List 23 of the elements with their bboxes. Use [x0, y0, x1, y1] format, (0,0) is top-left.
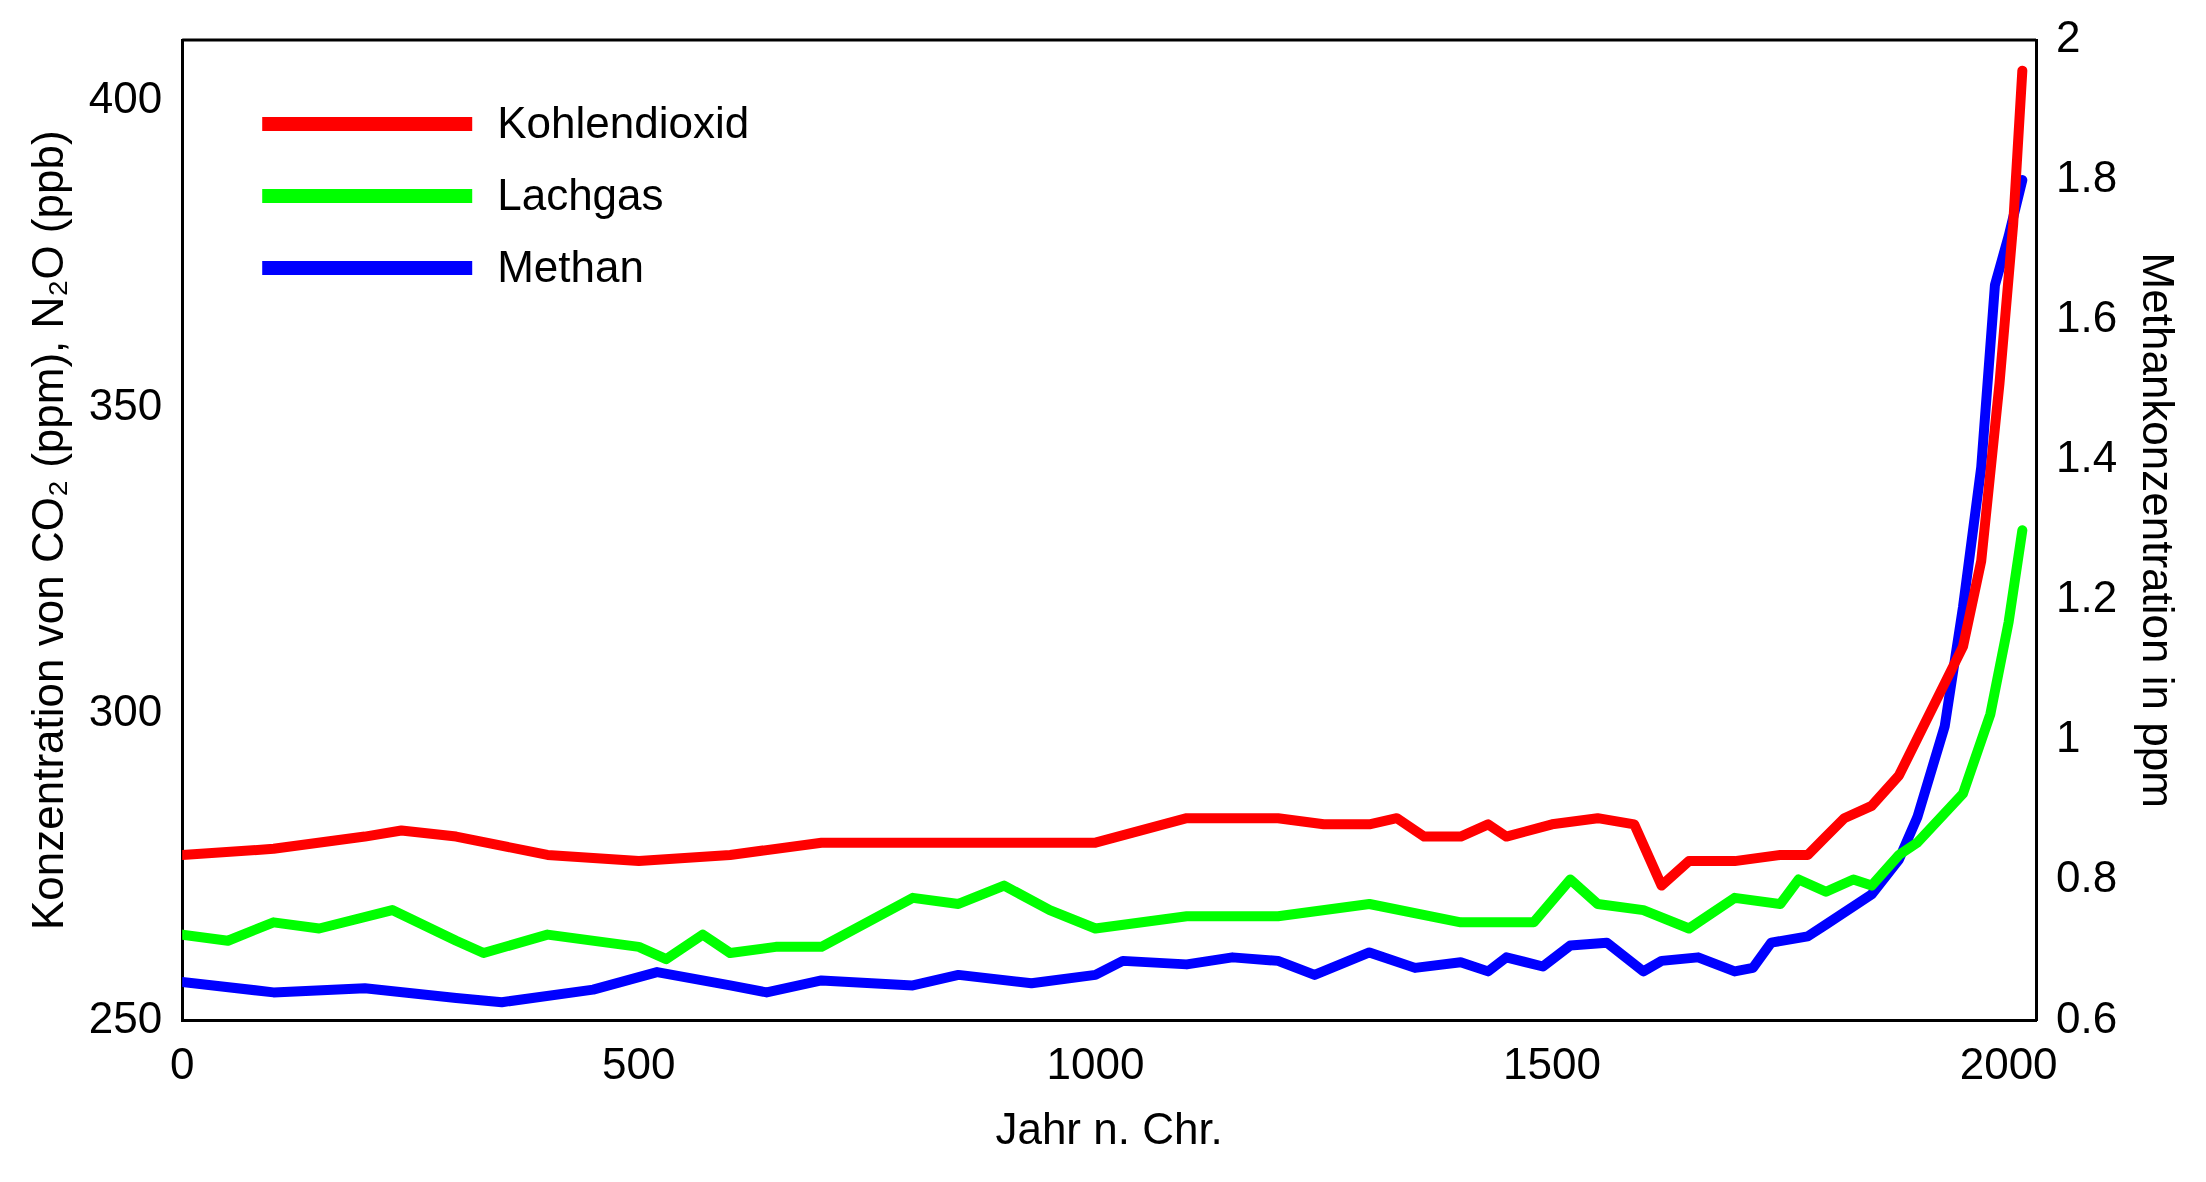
y-tick-label: 300 [88, 686, 163, 736]
x-axis-title: Jahr n. Chr. [995, 1103, 1223, 1153]
y-tick-label: 350 [88, 379, 163, 429]
y-tick-label: 400 [88, 73, 163, 123]
x-tick-label: 2000 [1959, 1038, 2058, 1088]
y2-tick-label: 1.6 [2056, 292, 2118, 342]
legend-label: Methan [497, 242, 644, 292]
y2-tick-label: 0.8 [2056, 852, 2118, 902]
y2-tick-label: 1.8 [2056, 152, 2118, 202]
x-tick-label: 0 [169, 1038, 195, 1088]
x-tick-label: 1000 [1046, 1038, 1145, 1088]
y2-axis-title: Methankonzentration in ppm [2134, 252, 2184, 808]
y2-tick-label: 2 [2056, 12, 2081, 62]
y-tick-label: 250 [88, 992, 163, 1042]
legend-label: Kohlendioxid [497, 98, 750, 148]
y2-tick-label: 0.6 [2056, 992, 2118, 1042]
y2-tick-label: 1.2 [2056, 572, 2118, 622]
y-axis-title: Konzentration von CO₂ (ppm), N₂O (ppb) [22, 130, 72, 930]
x-tick-label: 1500 [1503, 1038, 1601, 1088]
legend-label: Lachgas [497, 170, 664, 220]
y2-tick-label: 1.4 [2056, 432, 2118, 482]
x-tick-label: 500 [602, 1038, 676, 1088]
y2-tick-label: 1 [2056, 712, 2081, 762]
